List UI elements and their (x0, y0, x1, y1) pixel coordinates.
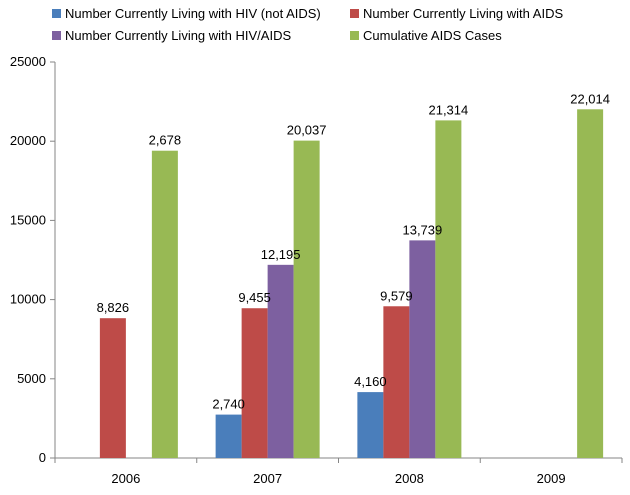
data-label: 9,579 (380, 288, 413, 303)
data-labels: 2,740 4,160 8,826 9,455 9,579 12,195 13,739 2,6… (97, 91, 610, 411)
bar-2007-series-3 (267, 264, 294, 458)
bar-2008-series-4 (435, 120, 462, 459)
y-tick-label: 15000 (10, 212, 46, 227)
bar-2007-series-4 (293, 140, 320, 458)
y-tick-label: 5000 (17, 371, 46, 386)
legend-swatch (52, 31, 61, 40)
bar-2006-series-2 (99, 318, 126, 458)
data-label: 13,739 (402, 222, 442, 237)
bar-2009-series-4 (577, 109, 604, 458)
legend-label: Number Currently Living with AIDS (363, 6, 563, 21)
x-tick-label: 2008 (395, 471, 424, 486)
bar-2006-series-4 (151, 150, 178, 459)
y-tick-label: 10000 (10, 292, 46, 307)
y-tick-label: 0 (39, 450, 46, 465)
data-label: 21,314 (428, 102, 468, 117)
bar-2008-series-2 (383, 306, 410, 458)
y-tick-label: 20000 (10, 133, 46, 148)
bar-2007-series-1 (215, 414, 242, 458)
legend-swatch (52, 9, 61, 18)
bar-2008-series-3 (409, 240, 436, 458)
y-tick-label: 25000 (10, 54, 46, 69)
legend-label: Number Currently Living with HIV/AIDS (65, 28, 291, 43)
legend-swatch (350, 9, 359, 18)
bar-2007-series-2 (241, 308, 268, 458)
x-tick-label: 2009 (537, 471, 566, 486)
legend-label: Number Currently Living with HIV (not AI… (65, 6, 321, 21)
data-label: 9,455 (238, 290, 271, 305)
x-tick-label: 2006 (111, 471, 140, 486)
data-label: 2,678 (149, 133, 182, 148)
data-label: 8,826 (97, 300, 130, 315)
x-tick-label: 2007 (253, 471, 282, 486)
data-label: 22,014 (570, 91, 610, 106)
bars (99, 109, 604, 459)
legend-swatch (350, 31, 359, 40)
legend-label: Cumulative AIDS Cases (363, 28, 502, 43)
data-label: 2,740 (212, 397, 245, 412)
data-label: 12,195 (261, 247, 301, 262)
axes: 0 5000 10000 15000 20000 25000 2006 2007 2008 200… (10, 54, 623, 486)
data-label: 4,160 (354, 374, 387, 389)
data-label: 20,037 (287, 123, 327, 138)
legend: Number Currently Living with HIV (not AI… (52, 6, 563, 43)
bar-2008-series-1 (357, 392, 384, 458)
